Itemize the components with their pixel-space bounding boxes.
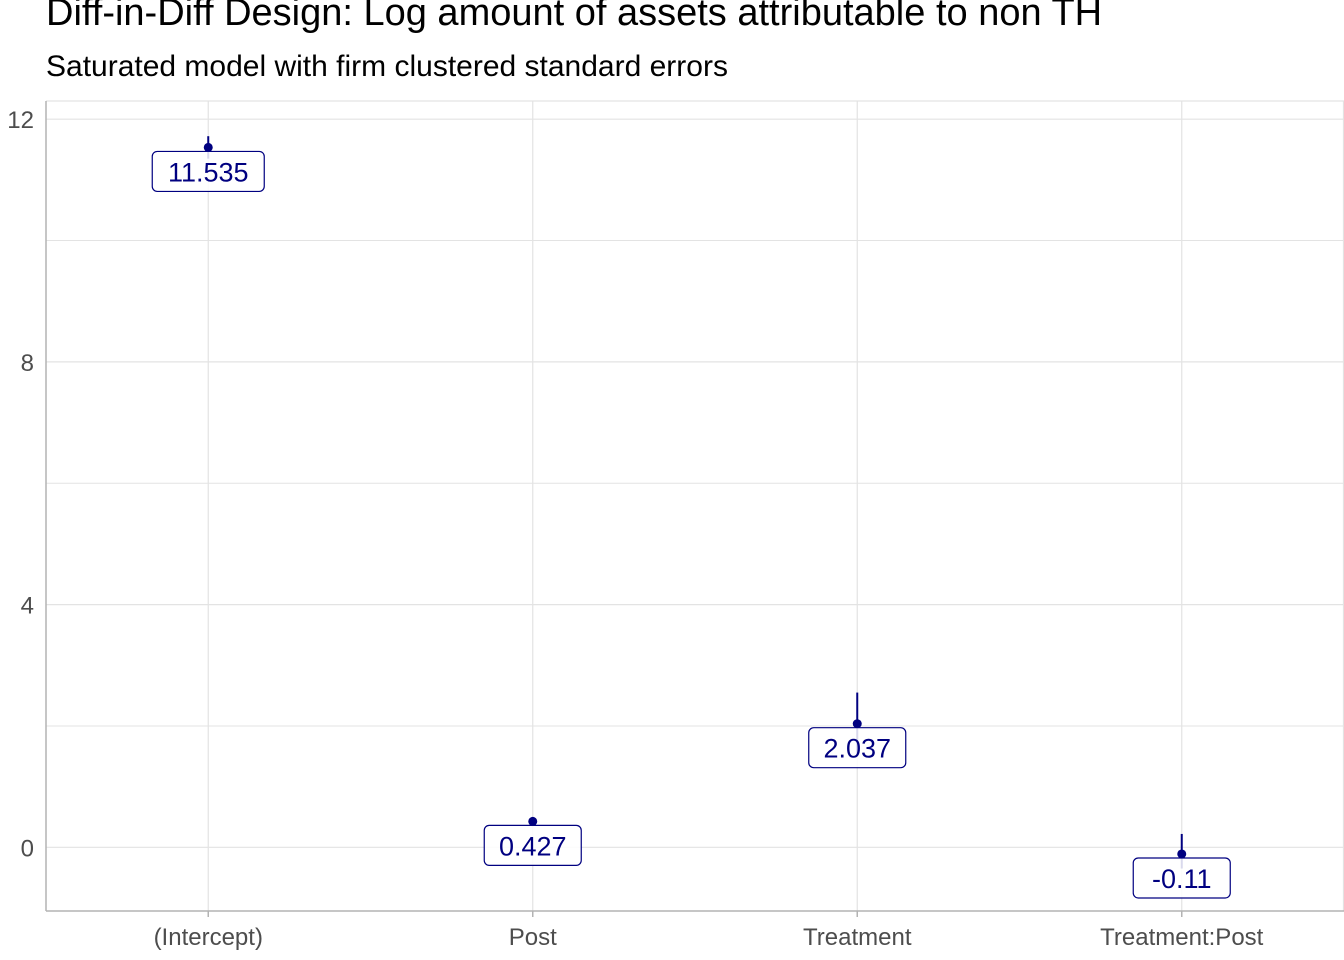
y-tick-label: 0 [21,835,34,862]
data-label-box [483,824,582,866]
data-label: -0.11 [1152,864,1212,894]
estimate-point [203,142,213,152]
data-label-box [151,150,265,193]
chart-subtitle: Saturated model with firm clustered stan… [46,50,728,83]
x-tick-label: Post [509,924,557,951]
data-label-box [1132,857,1231,899]
y-tick-label: 12 [7,107,34,134]
x-tick-label: (Intercept) [154,924,263,951]
x-tick-label: Treatment:Post [1100,924,1264,951]
chart-title: Diff-in-Diff Design: Log amount of asset… [46,0,1103,34]
data-label: 11.535 [168,157,249,187]
estimate-point [852,719,862,729]
data-label: 0.427 [499,831,567,861]
y-tick-label: 8 [21,350,34,377]
x-tick-label: Treatment [803,924,912,951]
y-tick-label: 4 [21,593,34,620]
data-label: 2.037 [823,734,891,764]
coefficient-marks [203,136,1187,869]
data-label-box [808,727,907,769]
estimate-point [528,816,538,826]
coefficient-labels: 11.535 0.427 2.037 -0.11 [151,150,1231,899]
estimate-point [1177,849,1187,859]
grid-lines [46,101,1344,911]
